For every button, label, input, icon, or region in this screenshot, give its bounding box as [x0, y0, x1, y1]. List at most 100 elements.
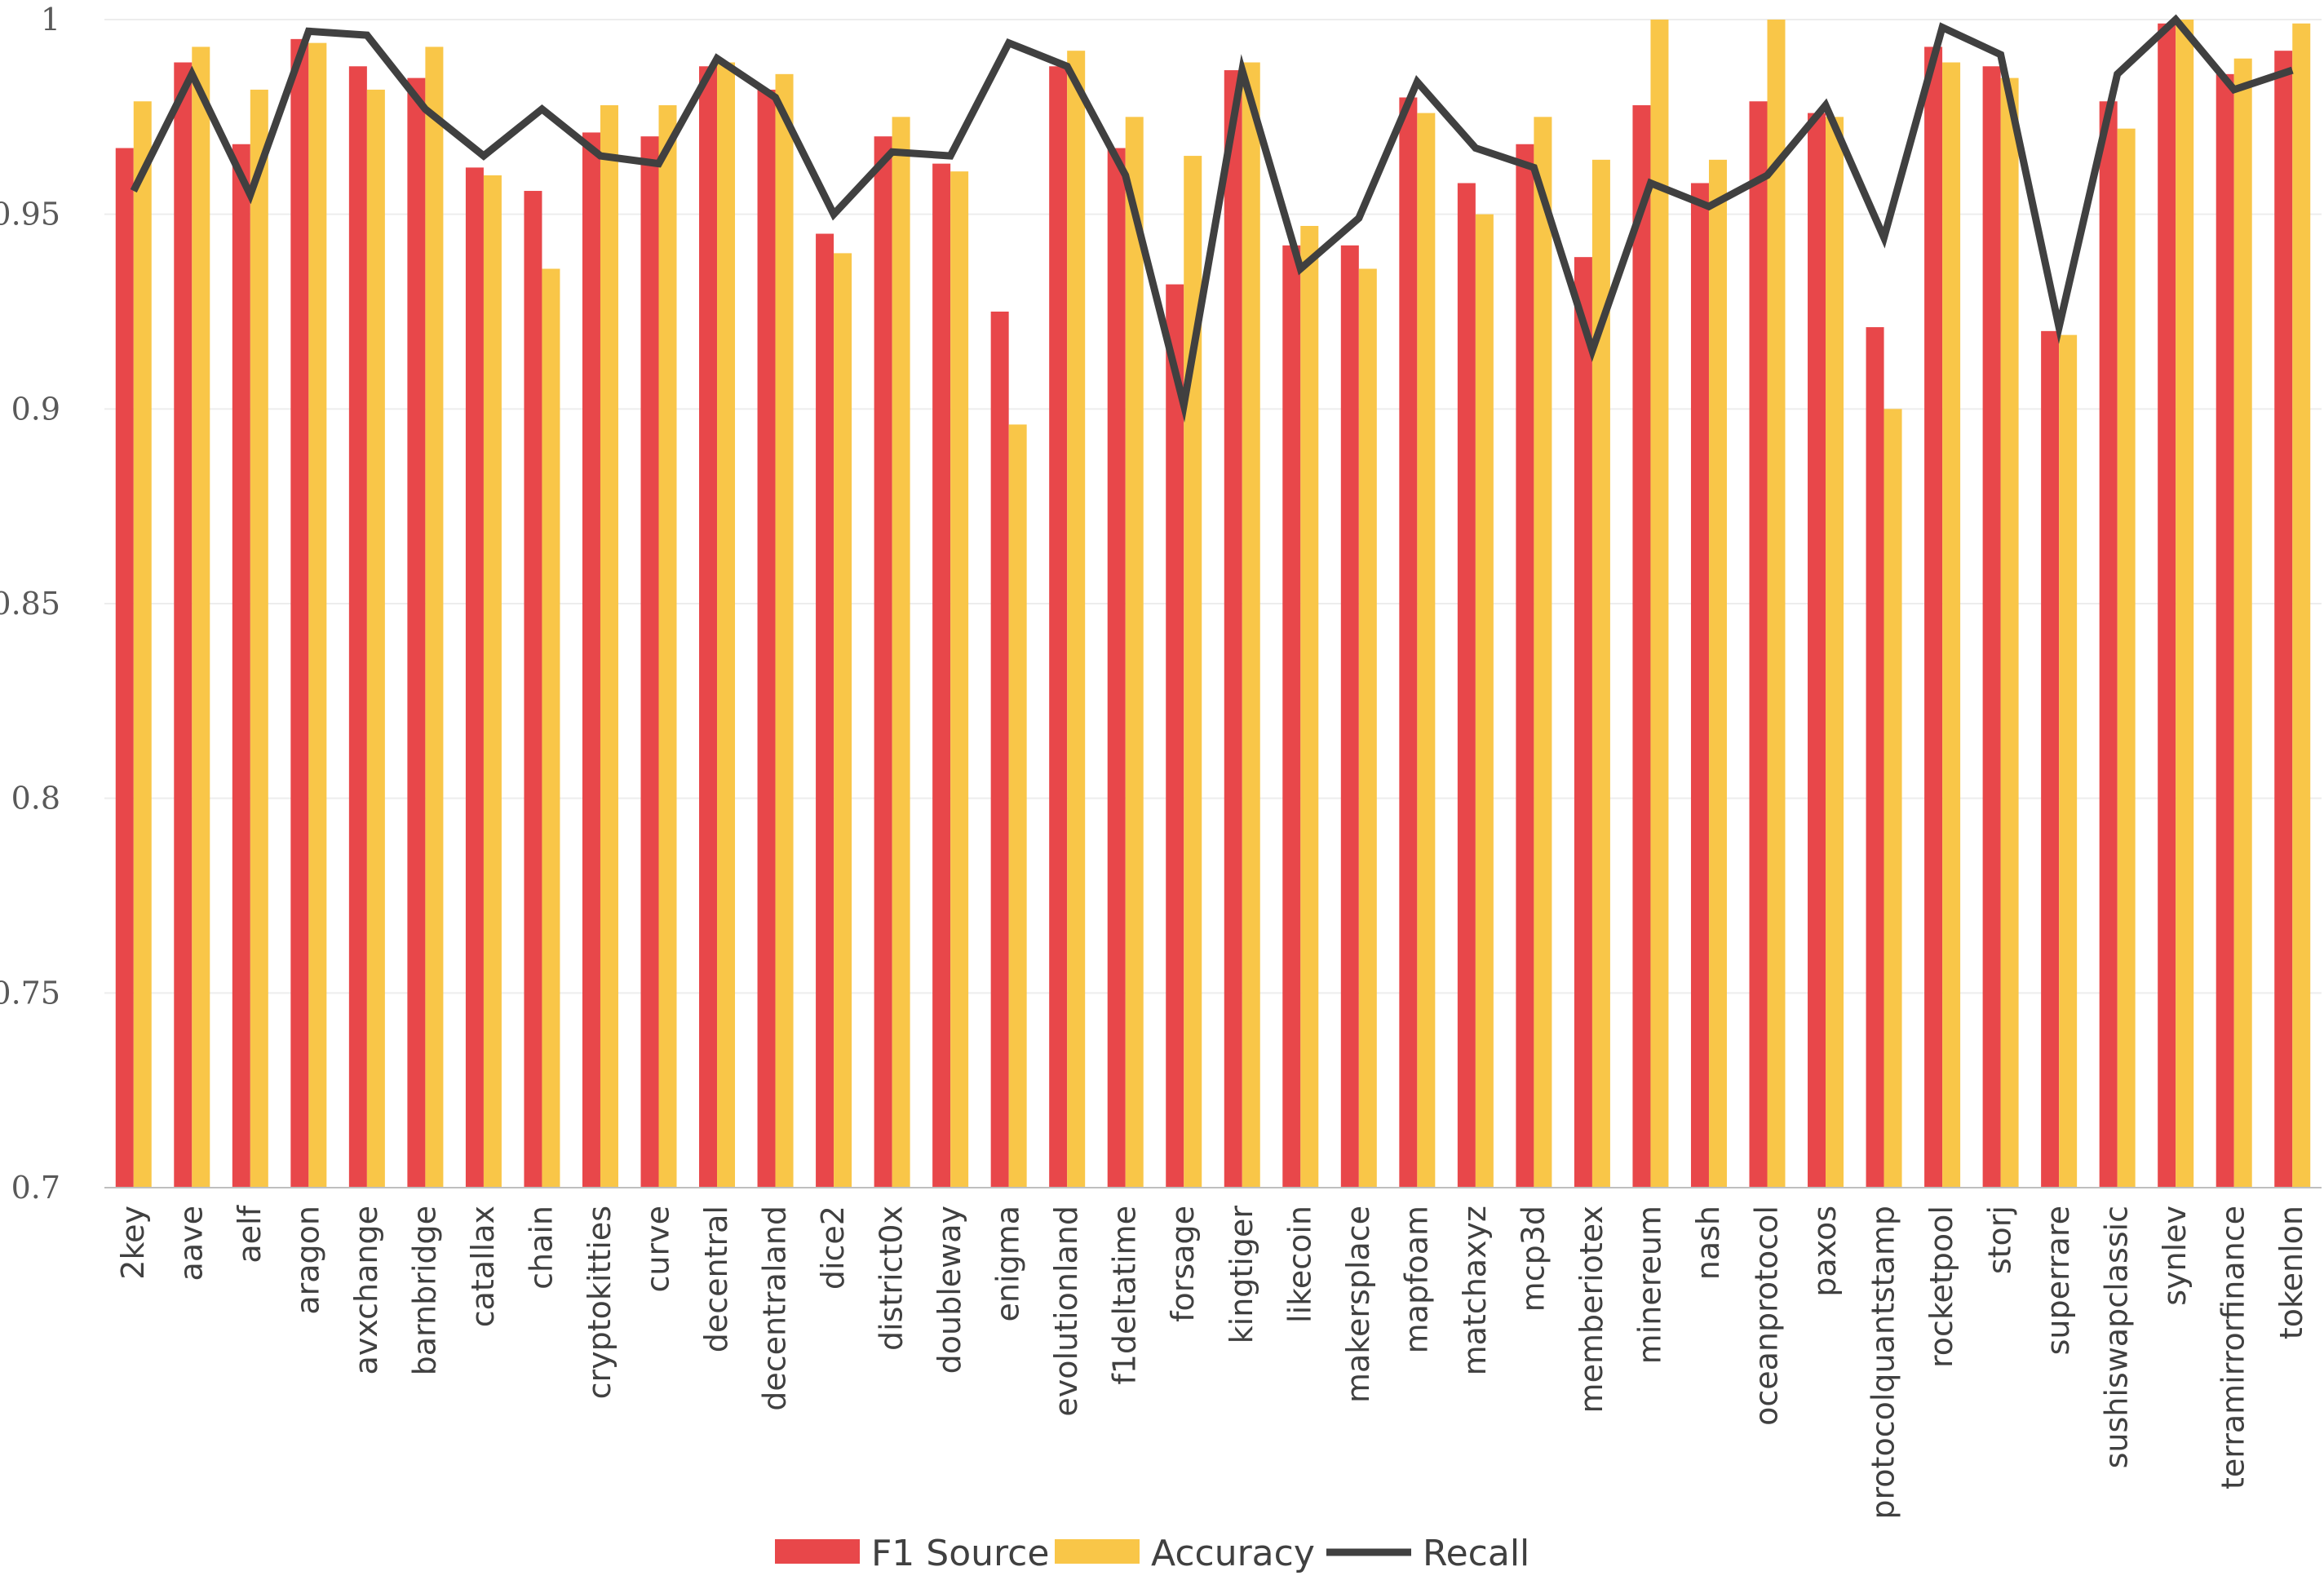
legend-label-accuracy: Accuracy — [1151, 1533, 1315, 1574]
bar-f1-source-minereum — [1632, 105, 1651, 1188]
x-tick-label-rocketpool: rocketpool — [1923, 1206, 1959, 1368]
x-tick-label-protocolquantstamp: protocolquantstamp — [1866, 1206, 1901, 1520]
bar-f1-source-aelf — [232, 144, 250, 1188]
recall-point-forsage — [1183, 405, 1184, 406]
bar-accuracy-superrare — [2059, 334, 2078, 1188]
x-tick-label-barnbridge: barnbridge — [406, 1206, 442, 1375]
bar-f1-source-district0x — [874, 136, 892, 1188]
bar-accuracy-avxchange — [366, 89, 385, 1188]
bar-f1-source-makersplace — [1340, 245, 1359, 1188]
x-tick-label-doubleway: doubleway — [932, 1206, 967, 1374]
x-tick-label-minereum: minereum — [1631, 1206, 1667, 1364]
bar-f1-source-rocketpool — [1924, 46, 1943, 1188]
y-tick-label: 0.7 — [11, 1170, 60, 1206]
recall-point-tokenlon — [2291, 69, 2293, 71]
recall-point-matchaxyz — [1475, 148, 1476, 149]
y-tick-label: 0.75 — [0, 975, 60, 1011]
bar-accuracy-terramirrorfinance — [2233, 58, 2252, 1188]
x-tick-label-mapfoam: mapfoam — [1398, 1206, 1434, 1353]
bar-f1-source-matchaxyz — [1457, 183, 1476, 1188]
recall-point-mapfoam — [1416, 81, 1418, 82]
x-tick-label-matchaxyz: matchaxyz — [1457, 1206, 1493, 1375]
bar-accuracy-evolutionland — [1067, 51, 1086, 1188]
recall-point-makersplace — [1358, 217, 1360, 219]
x-tick-label-paxos: paxos — [1807, 1206, 1843, 1297]
x-tick-label-evolutionland: evolutionland — [1048, 1206, 1084, 1417]
bar-accuracy-storj — [2000, 77, 2019, 1188]
x-tick-label-superrare: superrare — [2040, 1206, 2076, 1355]
bar-accuracy-2key — [133, 101, 152, 1188]
bar-f1-source-enigma — [990, 312, 1009, 1188]
recall-point-avxchange — [366, 34, 368, 36]
recall-point-likecoin — [1299, 268, 1301, 269]
x-tick-label-district0x: district0x — [874, 1206, 910, 1351]
bar-f1-source-mapfoam — [1399, 97, 1418, 1188]
bar-accuracy-oceanprotocol — [1767, 20, 1786, 1188]
recall-point-protocolquantstamp — [1884, 237, 1885, 238]
bar-f1-source-terramirrorfinance — [2216, 73, 2234, 1188]
recall-point-aragon — [308, 30, 309, 32]
bar-accuracy-memberiotex — [1591, 159, 1610, 1188]
recall-point-paxos — [1825, 104, 1826, 106]
recall-point-catallax — [483, 155, 485, 157]
bar-f1-source-curve — [640, 136, 659, 1188]
recall-point-minereum — [1649, 182, 1651, 184]
recall-point-doubleway — [950, 155, 951, 157]
bar-accuracy-makersplace — [1358, 268, 1377, 1188]
bar-accuracy-forsage — [1184, 156, 1202, 1188]
y-tick-label: 0.85 — [0, 586, 60, 622]
recall-point-enigma — [1008, 42, 1010, 44]
bar-accuracy-paxos — [1826, 117, 1844, 1188]
bar-f1-source-chain — [524, 191, 542, 1188]
x-tick-label-chain: chain — [523, 1206, 559, 1290]
bar-accuracy-matchaxyz — [1475, 214, 1494, 1188]
x-tick-label-avxchange: avxchange — [348, 1206, 384, 1374]
bar-f1-source-likecoin — [1282, 245, 1301, 1188]
x-tick-label-cryptokitties: cryptokitties — [582, 1206, 618, 1399]
bar-accuracy-sushiswapclassic — [2117, 128, 2136, 1188]
bar-accuracy-kingtiger — [1242, 62, 1260, 1188]
bar-accuracy-cryptokitties — [600, 105, 618, 1188]
bar-accuracy-decentraland — [775, 73, 794, 1188]
x-tick-label-storj: storj — [1982, 1206, 2018, 1274]
recall-point-decentraland — [775, 96, 777, 98]
bar-accuracy-likecoin — [1300, 225, 1319, 1188]
x-tick-label-catallax: catallax — [465, 1206, 501, 1327]
bar-accuracy-synlev — [2176, 20, 2194, 1188]
x-tick-label-terramirrorfinance: terramirrorfinance — [2216, 1206, 2251, 1489]
legend-label-f1-source: F1 Source — [871, 1533, 1049, 1574]
bar-f1-source-2key — [115, 148, 134, 1188]
x-tick-label-mcp3d: mcp3d — [1515, 1206, 1551, 1312]
x-tick-label-dice2: dice2 — [815, 1206, 851, 1290]
x-tick-label-makersplace: makersplace — [1340, 1206, 1376, 1403]
legend-swatch-accuracy — [1055, 1539, 1140, 1564]
bar-f1-source-dice2 — [816, 233, 834, 1188]
recall-point-kingtiger — [1242, 69, 1243, 71]
recall-point-f1deltatime — [1125, 175, 1127, 176]
x-tick-label-kingtiger: kingtiger — [1224, 1206, 1259, 1344]
x-tick-label-decentral: decentral — [698, 1206, 734, 1352]
bar-accuracy-enigma — [1008, 424, 1027, 1188]
bar-f1-source-protocolquantstamp — [1866, 327, 1884, 1188]
x-tick-label-2key: 2key — [115, 1206, 151, 1280]
bar-f1-source-decentral — [699, 66, 718, 1188]
x-tick-label-aelf: aelf — [232, 1204, 268, 1263]
bar-f1-source-kingtiger — [1224, 70, 1242, 1188]
bar-f1-source-catallax — [465, 167, 484, 1188]
bar-f1-source-storj — [1982, 66, 2001, 1188]
recall-point-aelf — [250, 194, 251, 196]
bar-f1-source-decentraland — [757, 89, 776, 1188]
recall-point-sushiswapclassic — [2117, 73, 2118, 75]
bar-accuracy-barnbridge — [425, 46, 444, 1188]
recall-point-superrare — [2058, 326, 2060, 328]
recall-point-aave — [191, 73, 193, 75]
bar-accuracy-rocketpool — [1942, 62, 1961, 1188]
bar-accuracy-f1deltatime — [1125, 117, 1144, 1188]
bar-f1-source-tokenlon — [2274, 51, 2293, 1188]
recall-point-2key — [133, 190, 135, 192]
x-tick-label-oceanprotocol: oceanprotocol — [1749, 1206, 1785, 1426]
recall-point-terramirrorfinance — [2233, 89, 2235, 91]
bar-f1-source-superrare — [2041, 330, 2060, 1188]
y-tick-label: 0.8 — [11, 781, 60, 817]
